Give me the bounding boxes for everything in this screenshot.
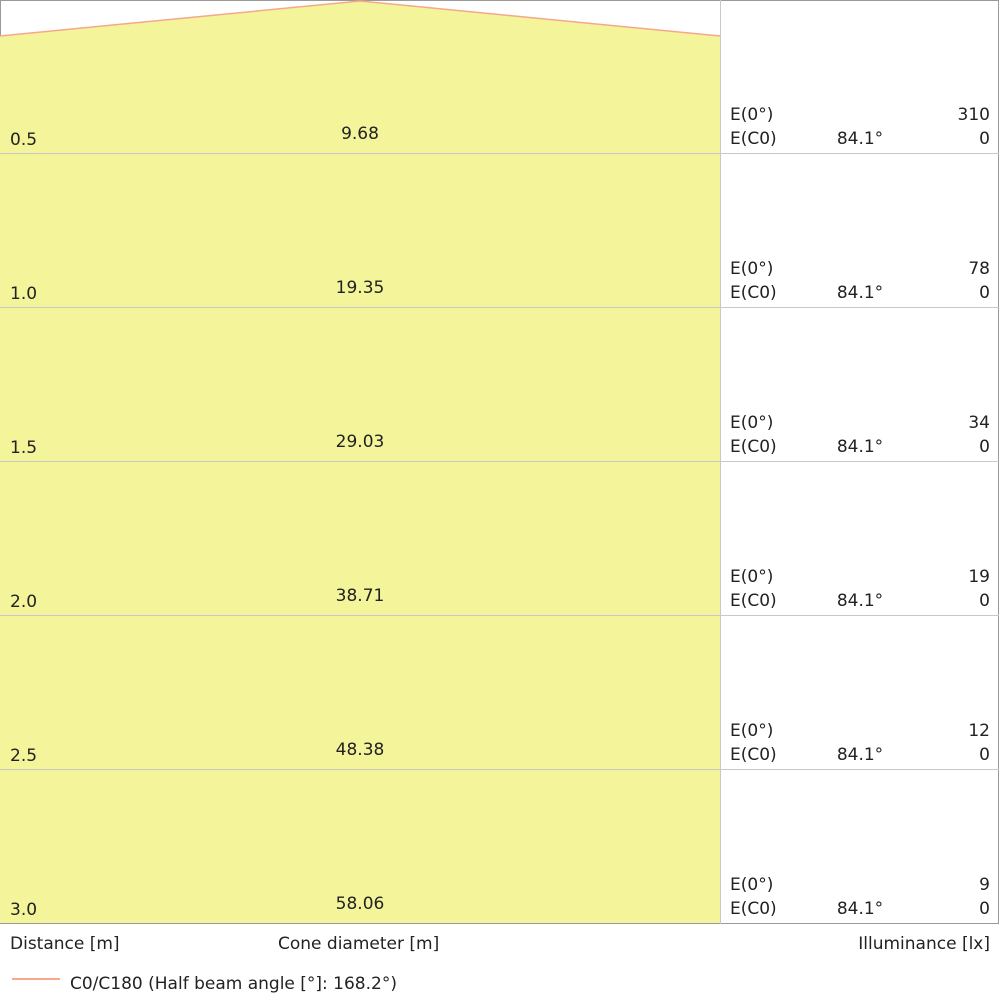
- ec0-label: E(C0): [730, 591, 777, 611]
- angle-value: 84.1°: [837, 591, 883, 611]
- ec0-value: 0: [979, 129, 990, 149]
- diameter-label: 48.38: [336, 740, 385, 760]
- distance-label: 1.0: [10, 284, 37, 304]
- x-label-distance: Distance [m]: [10, 934, 120, 954]
- ec0-value: 0: [979, 899, 990, 919]
- diameter-label: 9.68: [341, 124, 379, 144]
- e0-label: E(0°): [730, 721, 773, 741]
- e0-value: 12: [968, 721, 990, 741]
- ec0-label: E(C0): [730, 129, 777, 149]
- legend-label: C0/C180 (Half beam angle [°]: 168.2°): [70, 974, 397, 994]
- angle-value: 84.1°: [837, 283, 883, 303]
- ec0-value: 0: [979, 437, 990, 457]
- e0-label: E(0°): [730, 413, 773, 433]
- diameter-label: 19.35: [336, 278, 385, 298]
- e0-label: E(0°): [730, 567, 773, 587]
- distance-label: 3.0: [10, 900, 37, 920]
- ec0-value: 0: [979, 591, 990, 611]
- e0-label: E(0°): [730, 259, 773, 279]
- ec0-label: E(C0): [730, 283, 777, 303]
- diameter-label: 38.71: [336, 586, 385, 606]
- ec0-label: E(C0): [730, 899, 777, 919]
- x-label-illuminance: Illuminance [lx]: [858, 934, 990, 954]
- distance-label: 0.5: [10, 130, 37, 150]
- e0-value: 78: [968, 259, 990, 279]
- cone-edge-c0-c180: [0, 0, 721, 37]
- ec0-label: E(C0): [730, 745, 777, 765]
- ec0-label: E(C0): [730, 437, 777, 457]
- diameter-label: 58.06: [336, 894, 385, 914]
- ec0-value: 0: [979, 745, 990, 765]
- distance-label: 1.5: [10, 438, 37, 458]
- diameter-label: 29.03: [336, 432, 385, 452]
- ec0-value: 0: [979, 283, 990, 303]
- e0-label: E(0°): [730, 105, 773, 125]
- angle-value: 84.1°: [837, 129, 883, 149]
- e0-value: 19: [968, 567, 990, 587]
- e0-value: 34: [968, 413, 990, 433]
- angle-value: 84.1°: [837, 899, 883, 919]
- angle-value: 84.1°: [837, 745, 883, 765]
- angle-value: 84.1°: [837, 437, 883, 457]
- e0-value: 9: [979, 875, 990, 895]
- e0-label: E(0°): [730, 875, 773, 895]
- x-label-diameter: Cone diameter [m]: [278, 934, 439, 954]
- distance-label: 2.0: [10, 592, 37, 612]
- distance-label: 2.5: [10, 746, 37, 766]
- e0-value: 310: [958, 105, 990, 125]
